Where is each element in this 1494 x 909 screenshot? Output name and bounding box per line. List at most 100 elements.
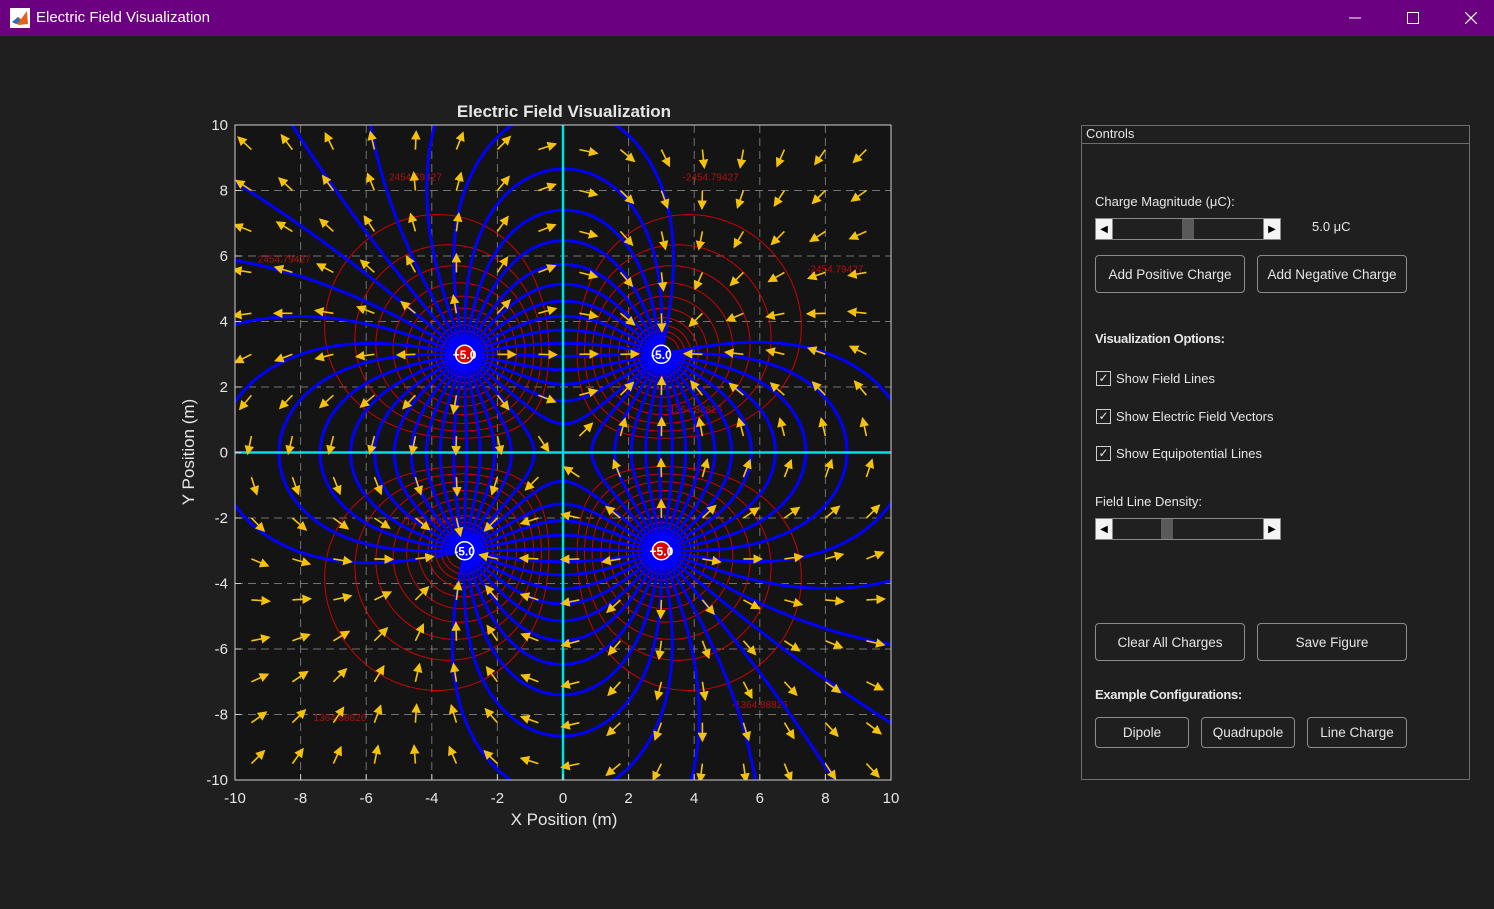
center-axes [235, 125, 891, 780]
electric-field-plot[interactable]: 2454.79427 -2454.79427 2454.79427 -2454.794… [0, 36, 1040, 909]
field-vector-arrow [291, 747, 304, 765]
slider-left-arrow-icon[interactable]: ◀ [1096, 219, 1113, 239]
field-lines [235, 125, 891, 780]
y-tick-label: -2 [215, 510, 228, 527]
dipole-button[interactable]: Dipole [1095, 717, 1189, 748]
field-vector-arrow [811, 381, 826, 396]
field-vector-arrow [367, 435, 377, 456]
field-vector-arrow [742, 681, 753, 700]
field-vector-arrow [696, 763, 706, 780]
field-vector-arrow [373, 626, 389, 642]
slider-left-arrow-icon[interactable]: ◀ [1096, 519, 1113, 539]
field-vector-arrow [450, 662, 460, 682]
field-vector-arrow [767, 271, 785, 283]
x-tick-label: -6 [360, 790, 373, 807]
field-vector-arrow [701, 599, 715, 616]
slider-thumb[interactable] [1161, 519, 1173, 539]
field-vector-arrow [332, 706, 345, 724]
field-vector-arrow [579, 387, 599, 398]
field-vector-arrow [363, 215, 376, 232]
field-vector-arrow [250, 711, 268, 724]
example-configurations-label: Example Configurations: [1095, 687, 1242, 702]
field-vector-arrow [769, 382, 785, 396]
show-vectors-option[interactable]: ✓ Show Electric Field Vectors [1096, 409, 1274, 424]
field-vector-arrow [478, 551, 498, 562]
field-line [666, 353, 808, 551]
add-positive-charge-button[interactable]: Add Positive Charge [1095, 255, 1245, 293]
field-vector-arrow [519, 714, 539, 724]
field-vector-arrow [332, 630, 351, 642]
field-vector-arrow [519, 756, 539, 766]
slider-right-arrow-icon[interactable]: ▶ [1263, 219, 1280, 239]
charge-label: -5.0 [651, 348, 672, 362]
quadrupole-button[interactable]: Quadrupole [1201, 717, 1295, 748]
field-vector-arrow [619, 148, 636, 163]
field-vector-arrow [406, 255, 417, 273]
field-vector-arrow [400, 300, 416, 314]
field-line [629, 359, 661, 544]
field-line [465, 239, 662, 350]
field-line [451, 556, 674, 780]
show-field-lines-checkbox[interactable]: ✓ [1096, 371, 1111, 386]
field-line [467, 262, 660, 350]
field-vector-arrow [824, 681, 842, 694]
field-vector-arrow [413, 476, 423, 496]
show-equipotential-checkbox[interactable]: ✓ [1096, 446, 1111, 461]
close-button[interactable] [1442, 0, 1494, 36]
maximize-button[interactable] [1384, 0, 1442, 36]
field-vector-arrow [359, 394, 375, 408]
field-vector-arrow [373, 664, 385, 683]
field-line [471, 354, 657, 386]
show-field-lines-option[interactable]: ✓ Show Field Lines [1096, 371, 1215, 386]
show-equipotential-option[interactable]: ✓ Show Equipotential Lines [1096, 446, 1262, 461]
field-line [318, 354, 460, 552]
field-vector-arrow [697, 190, 707, 211]
field-vector-arrow [274, 353, 293, 363]
field-vector-arrow [354, 350, 375, 361]
field-line [465, 360, 513, 548]
field-vector-arrow [773, 190, 786, 207]
field-vector-arrow [656, 599, 666, 620]
minimize-button[interactable] [1326, 0, 1384, 36]
field-vector-arrow [698, 149, 709, 170]
field-vector-arrow [765, 310, 785, 320]
field-vector-arrow [519, 516, 539, 526]
field-line [661, 358, 688, 544]
field-vector-arrow [244, 435, 255, 456]
minimize-icon [1349, 17, 1361, 19]
save-figure-button[interactable]: Save Figure [1257, 623, 1407, 661]
field-vector-arrow [496, 215, 509, 232]
line-charge-button[interactable]: Line Charge [1307, 717, 1407, 748]
slider-thumb[interactable] [1182, 219, 1194, 239]
charge-magnitude-slider[interactable]: ◀ ▶ [1095, 218, 1281, 240]
clear-all-charges-button[interactable]: Clear All Charges [1095, 623, 1245, 661]
field-vector-arrow [324, 131, 335, 150]
add-negative-charge-button[interactable]: Add Negative Charge [1257, 255, 1407, 293]
field-vector-arrow [765, 347, 785, 357]
field-vector-arrow [806, 346, 826, 356]
field-line [468, 551, 655, 577]
field-line [467, 359, 536, 548]
field-vector-arrow [448, 703, 459, 723]
field-line-density-slider[interactable]: ◀ ▶ [1095, 518, 1281, 540]
field-vector-arrow [559, 554, 580, 565]
show-vectors-checkbox[interactable]: ✓ [1096, 409, 1111, 424]
slider-right-arrow-icon[interactable]: ▶ [1263, 519, 1280, 539]
field-vector-arrow [538, 306, 558, 316]
field-vector-arrow [485, 665, 499, 683]
field-vector-arrow [374, 591, 393, 601]
field-line [662, 557, 701, 780]
field-vector-arrow [560, 760, 580, 771]
field-vector-arrow [848, 230, 867, 240]
field-vector-arrow [452, 212, 463, 232]
controls-panel: Controls Charge Magnitude (μC): ◀ ▶ 5.0 … [1081, 125, 1470, 780]
field-vector-arrow [695, 231, 706, 251]
field-line-density-label: Field Line Density: [1095, 494, 1202, 509]
field-line [666, 355, 753, 548]
field-line [463, 167, 664, 350]
field-line [464, 208, 663, 350]
field-vector-arrow [451, 436, 461, 456]
field-vector-arrow [454, 171, 464, 191]
field-vector-arrow [866, 594, 886, 605]
field-vector-arrow [494, 435, 505, 456]
